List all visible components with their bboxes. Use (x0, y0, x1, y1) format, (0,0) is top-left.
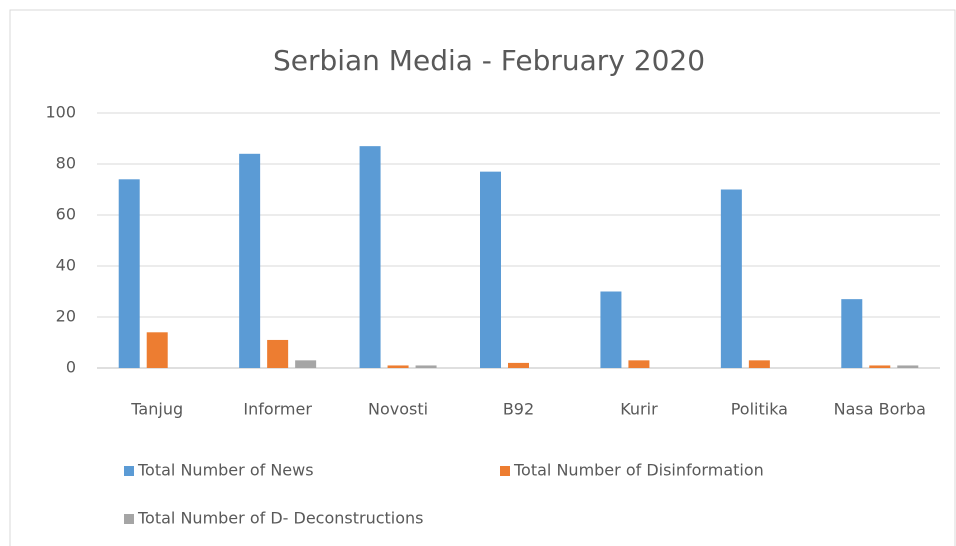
bar (359, 146, 381, 368)
bar (841, 299, 863, 368)
bar (628, 360, 650, 368)
legend-label: Total Number of D- Deconstructions (137, 509, 424, 528)
bar (295, 360, 317, 368)
bar (720, 189, 742, 368)
bar (869, 365, 891, 368)
x-tick-label: B92 (503, 400, 534, 419)
bar (897, 365, 919, 368)
chart-title: Serbian Media - February 2020 (273, 44, 705, 77)
bar (118, 179, 140, 368)
y-tick-label: 0 (66, 358, 76, 377)
bar (239, 153, 261, 368)
legend-swatch (124, 466, 134, 476)
legend-swatch (500, 466, 510, 476)
bar (387, 365, 409, 368)
x-tick-label: Tanjug (130, 400, 183, 419)
bar (415, 365, 437, 368)
x-tick-label: Kurir (620, 400, 658, 419)
bar (146, 332, 168, 368)
x-tick-label: Nasa Borba (834, 400, 926, 419)
y-tick-label: 20 (56, 307, 76, 326)
x-tick-label: Informer (243, 400, 312, 419)
legend-label: Total Number of News (137, 461, 314, 480)
bar (480, 171, 501, 368)
y-tick-label: 60 (56, 205, 76, 224)
x-tick-label: Novosti (368, 400, 428, 419)
x-tick-label: Politika (731, 400, 788, 419)
bar (267, 339, 289, 368)
legend-swatch (124, 514, 134, 524)
y-tick-label: 100 (45, 103, 76, 122)
y-tick-label: 40 (56, 256, 76, 275)
legend-label: Total Number of Disinformation (513, 461, 764, 480)
bar (748, 360, 770, 368)
bar (508, 362, 529, 368)
bar (600, 291, 622, 368)
y-tick-label: 80 (56, 154, 76, 173)
